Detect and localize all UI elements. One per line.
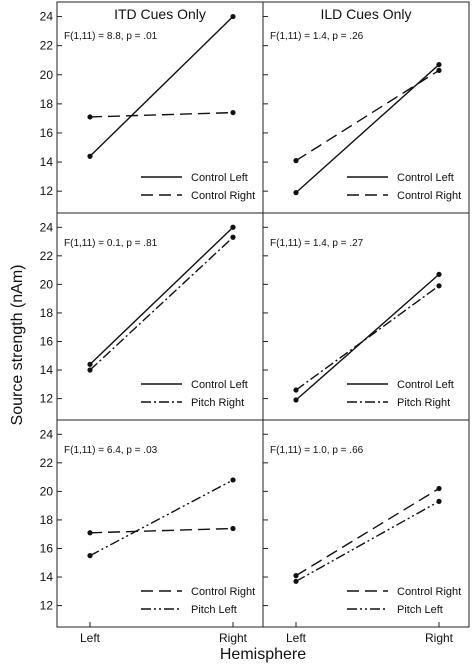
panel-row1-col2: ILD Cues Only F(1,11) = 1.4, p = .26 Contr… [262,1,470,214]
data-point [230,234,236,240]
y-tick-label: 12 [40,599,54,613]
series-line [295,64,440,194]
y-tick-label: 22 [40,456,54,470]
data-point [293,573,299,579]
panel-row3-col2: Left Right F(1,11) = 1.0, p = .66 Control R… [262,419,470,645]
legend-label: Pitch Left [191,604,237,616]
data-point [293,397,299,403]
series-line [295,487,440,577]
legend-label: Control Right [397,586,461,598]
data-point [87,530,93,536]
series-line [89,111,234,118]
y-axis-title: Source strength (nAm) [9,265,26,426]
data-point [293,158,299,164]
x-tick-label: Left [286,631,307,645]
panels-group: 12 14 16 18 20 22 24 ITD Cues Only F(1,11) = 8.8… [40,1,470,645]
data-point [436,498,442,504]
y-tick-label: 16 [40,126,54,140]
stat-annotation: F(1,11) = 1.0, p = .66 [270,445,364,456]
x-tick-label: Left [80,631,101,645]
y-tick-label: 14 [40,363,54,377]
data-point [436,485,442,492]
legend-label: Pitch Right [191,397,244,409]
series-line [295,273,440,401]
y-tick-label: 12 [40,392,54,406]
panel-row3-col1: 12 14 16 18 20 22 24 Left Right F(1,11) = 6.4, p … [40,419,264,645]
legend-label: Control Left [397,379,454,391]
stat-annotation: F(1,11) = 0.1, p = .81 [64,238,158,249]
legend-label: Pitch Left [397,604,443,616]
panel-title: ILD Cues Only [320,6,411,22]
data-point [230,13,236,20]
x-axis-title: Hemisphere [220,646,306,663]
data-point [293,578,299,584]
series-line [89,527,234,534]
series-line [295,69,440,162]
data-point [436,61,442,68]
y-tick-label: 18 [40,306,54,320]
data-point [436,67,442,73]
series-line [89,226,234,365]
y-tick-label: 14 [40,570,54,584]
stat-annotation: F(1,11) = 1.4, p = .27 [270,238,364,249]
y-tick-label: 20 [40,484,54,498]
data-point [436,271,442,277]
y-tick-label: 16 [40,334,54,348]
series-line [89,236,234,371]
x-tick-label: Right [219,631,248,645]
data-point [87,153,93,159]
panel-title: ITD Cues Only [114,6,206,22]
panel-row2-col1: 12 14 16 18 20 22 24 F(1,11) = 0.1, p = .81 Cont… [40,212,264,421]
y-tick-label: 20 [40,277,54,291]
data-point [230,525,236,532]
y-tick-label: 18 [40,513,54,527]
data-point [293,387,299,393]
y-tick-label: 14 [40,155,54,169]
y-tick-label: 22 [40,249,54,263]
data-point [87,553,93,559]
y-tick-label: 18 [40,97,54,111]
data-point [87,361,93,367]
legend-label: Control Left [191,379,248,391]
legend-label: Control Left [191,172,248,184]
data-point [436,283,442,289]
panel-frame [262,419,470,628]
legend-label: Control Right [191,190,255,202]
y-tick-label: 12 [40,184,54,198]
data-point [87,367,93,373]
y-tick-label: 24 [40,427,54,441]
series-line [89,479,234,557]
panel-row1-col1: 12 14 16 18 20 22 24 ITD Cues Only F(1,11) = 8.8… [40,1,264,214]
series-line [295,285,440,391]
data-point [230,224,236,230]
y-tick-label: 16 [40,541,54,555]
y-tick-label: 20 [40,68,54,82]
stat-annotation: F(1,11) = 6.4, p = .03 [64,445,158,456]
data-point [230,477,236,483]
x-tick-label: Right [425,631,454,645]
stat-annotation: F(1,11) = 8.8, p = .01 [64,31,158,42]
y-tick-label: 24 [40,220,54,234]
stat-annotation: F(1,11) = 1.4, p = .26 [270,31,364,42]
data-point [87,114,93,120]
legend-label: Control Right [397,190,461,202]
legend-label: Pitch Right [397,397,450,409]
y-tick-label: 24 [40,10,54,24]
series-line [295,500,440,582]
legend-label: Control Right [191,586,255,598]
series-line [89,16,234,157]
y-tick-label: 22 [40,39,54,53]
panel-row2-col2: F(1,11) = 1.4, p = .27 Control Left Pitch … [262,212,470,421]
data-point [230,109,236,116]
legend-label: Control Left [397,172,454,184]
data-point [293,190,299,196]
